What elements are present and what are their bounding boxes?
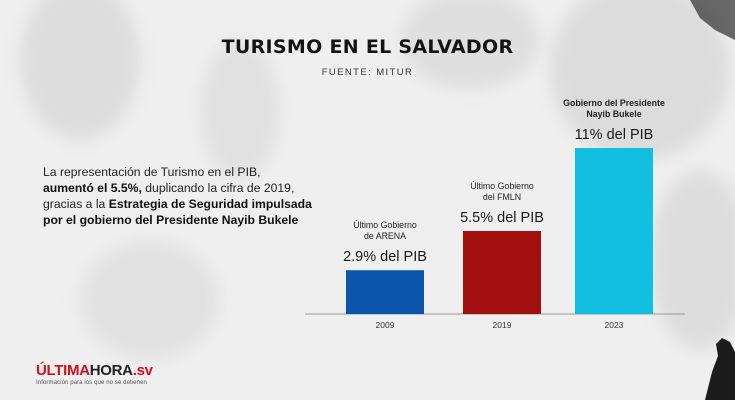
description-part-1: La representación de Turismo en el PIB,: [43, 165, 261, 179]
value-label-2023: 11% del PIB: [575, 127, 654, 143]
annotation-2019-line-1: Último Gobierno: [470, 181, 534, 191]
value-label-2019: 5.5% del PIB: [460, 210, 544, 226]
description-part-2: duplicando la cifra de 2019, gracias a l…: [43, 181, 295, 211]
x-tick-2009: 2009: [376, 320, 395, 330]
x-tick-2023: 2023: [605, 320, 624, 330]
annotation-2009-line-1: Último Gobierno: [353, 220, 417, 230]
annotation-2023-line-2: Nayib Bukele: [586, 109, 641, 119]
ultimahora-logo: ÚLTIMAHORA.sv Información para los que n…: [36, 362, 153, 386]
page-title: TURISMO EN EL SALVADOR: [221, 36, 514, 58]
top-right-figure: [690, 0, 735, 40]
bar-2009: [346, 270, 424, 314]
bottom-right-figure: [705, 338, 735, 400]
source-label: FUENTE: MITUR: [321, 67, 414, 78]
value-label-2009: 2.9% del PIB: [343, 249, 427, 265]
x-tick-2019: 2019: [493, 320, 512, 330]
logo-part-sv: .sv: [132, 362, 153, 379]
description-bold-2: Estrategia de Seguridad impulsada por el…: [43, 197, 312, 227]
description-bold-1: aumentó el 5.5%,: [43, 181, 142, 195]
logo-wordmark: ÚLTIMAHORA.sv: [36, 362, 153, 379]
logo-part-hora: HORA: [89, 362, 133, 379]
description-text: La representación de Turismo en el PIB, …: [43, 164, 313, 228]
annotation-2019-line-2: del FMLN: [483, 192, 521, 202]
bar-2023: [575, 148, 653, 314]
annotation-2009-line-2: de ARENA: [364, 231, 406, 241]
annotation-2023-line-1: Gobierno del Presidente: [563, 98, 665, 108]
logo-tagline: Información para los que no se detienen: [36, 380, 147, 386]
bar-2019: [463, 231, 541, 314]
logo-part-ultima: ÚLTIMA: [36, 362, 90, 379]
